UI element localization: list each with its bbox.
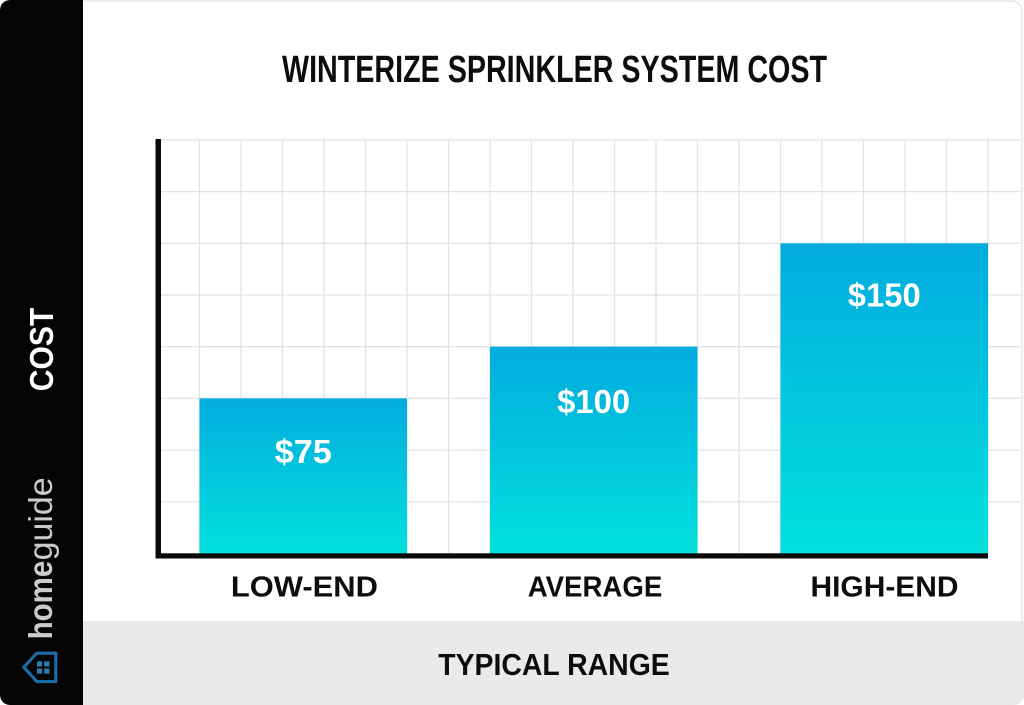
svg-text:home: home [22,561,59,640]
svg-text:$100: $100 [557,383,630,420]
svg-text:$75: $75 [275,433,332,470]
svg-text:TYPICAL RANGE: TYPICAL RANGE [438,647,670,682]
svg-text:COST: COST [23,308,60,392]
svg-text:guide: guide [22,477,59,560]
svg-text:HIGH-END: HIGH-END [811,572,959,604]
svg-text:AVERAGE: AVERAGE [528,572,663,604]
svg-text:WINTERIZE SPRINKLER SYSTEM COS: WINTERIZE SPRINKLER SYSTEM COST [282,49,827,91]
svg-text:LOW-END: LOW-END [231,572,378,604]
svg-text:$150: $150 [848,276,921,313]
